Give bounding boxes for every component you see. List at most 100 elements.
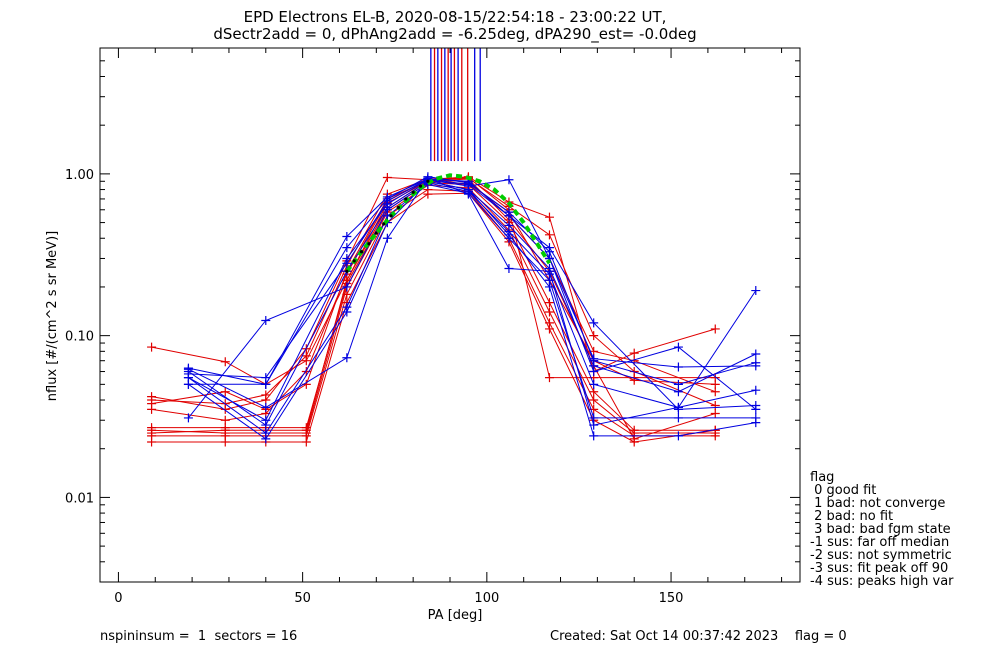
data-point-blue [751, 349, 761, 359]
data-point-red [710, 324, 720, 334]
data-point-red [301, 437, 311, 447]
data-point-red [589, 395, 599, 405]
data-point-blue [589, 318, 599, 328]
data-point-blue [261, 402, 271, 412]
data-point-red [220, 425, 230, 435]
data-point-red [220, 437, 230, 447]
data-point-red [382, 172, 392, 182]
series-line-red [151, 176, 716, 410]
x-tick-label: 150 [659, 591, 684, 606]
data-point-blue [382, 196, 392, 206]
data-point-blue [342, 353, 352, 363]
data-point-red [301, 351, 311, 361]
data-point-red [220, 387, 230, 397]
y-tick-label: 0.01 [65, 491, 94, 506]
data-point-blue [673, 402, 683, 412]
series-line-red [151, 189, 716, 437]
data-point-red [544, 212, 554, 222]
data-point-blue [589, 420, 599, 430]
data-point-blue [463, 189, 473, 199]
data-point-red [301, 425, 311, 435]
data-point-blue [544, 266, 554, 276]
data-point-blue [261, 373, 271, 383]
data-point-blue [504, 230, 514, 240]
y-tick-label: 0.10 [65, 330, 94, 345]
legend-entry: 1 bad: not converge [810, 496, 945, 511]
dot-curve-point [404, 197, 408, 201]
data-point-red [589, 331, 599, 341]
data-point-blue [342, 258, 352, 268]
data-point-blue [261, 420, 271, 430]
dot-curve-point [426, 179, 430, 183]
legend-entry: -1 sus: far off median [810, 535, 949, 550]
data-point-red [220, 357, 230, 367]
data-point-blue [261, 434, 271, 444]
data-point-red [147, 404, 157, 414]
x-tick-label: 0 [114, 591, 122, 606]
legend-entry: -4 sus: peaks high var [810, 574, 954, 589]
data-point-red [544, 324, 554, 334]
series-line-blue [188, 180, 757, 426]
data-point-blue [673, 431, 683, 441]
data-point-blue [342, 307, 352, 317]
dot-curve-point [345, 269, 349, 273]
data-point-blue [589, 354, 599, 364]
data-point-blue [673, 387, 683, 397]
series-line-blue [188, 176, 756, 385]
data-point-red [544, 307, 554, 317]
dot-curve-point [396, 205, 401, 210]
footer-left: nspininsum = 1 sectors = 16 [100, 629, 297, 644]
data-point-red [544, 298, 554, 308]
data-point-blue [342, 243, 352, 253]
series-line-blue [188, 183, 756, 434]
data-point-blue [673, 342, 683, 352]
data-point-red [220, 415, 230, 425]
series-line-blue [188, 178, 756, 379]
series-line-red [151, 180, 716, 385]
data-point-blue [673, 413, 683, 423]
data-point-red [147, 342, 157, 352]
data-point-blue [751, 286, 761, 296]
x-tick-label: 100 [474, 591, 499, 606]
data-point-blue [673, 362, 683, 372]
dot-curve-point [374, 231, 378, 235]
legend: flag 0 good fit 1 bad: not converge 2 ba… [810, 470, 954, 589]
data-point-blue [183, 369, 193, 379]
data-point-blue [183, 413, 193, 423]
data-point-blue [589, 379, 599, 389]
legend-entry: 0 good fit [810, 483, 876, 498]
data-point-red [710, 400, 720, 410]
axes-layer: 0 50 100 150 0.01 0.10 1.00 [65, 47, 801, 606]
dot-curve-point [418, 184, 423, 188]
series-line-blue [188, 180, 756, 440]
data-point-blue [751, 361, 761, 371]
data-point-blue [589, 431, 599, 441]
data-point-red [710, 409, 720, 419]
series-line-red [151, 178, 716, 440]
dot-curve-point [352, 259, 356, 263]
data-point-blue [544, 282, 554, 292]
data-point-blue [751, 404, 761, 414]
data-point-red [710, 373, 720, 383]
dot-curve-point [367, 242, 371, 246]
data-point-red [544, 373, 554, 383]
legend-entry: -2 sus: not symmetric [810, 548, 952, 563]
data-point-blue [504, 264, 514, 274]
dot-curve-point [411, 190, 415, 194]
data-point-red [544, 230, 554, 240]
legend-entry: 2 bad: no fit [810, 509, 893, 524]
y-axis-label: nflux [#/(cm^2 s sr MeV)] [45, 231, 60, 401]
data-point-blue [504, 211, 514, 221]
dot-curve-point [359, 250, 364, 254]
x-tick-label: 50 [294, 591, 311, 606]
data-point-blue [504, 175, 514, 185]
data-point-blue [382, 233, 392, 243]
data-point-red [710, 387, 720, 397]
chart-title-line1: EPD Electrons EL-B, 2020-08-15/22:54:18 … [244, 8, 667, 26]
series-line-blue [188, 179, 757, 421]
series-line-red [151, 176, 716, 405]
data-point-blue [751, 418, 761, 428]
data-point-blue [342, 232, 352, 242]
footer-right: Created: Sat Oct 14 00:37:42 2023 flag =… [550, 629, 847, 644]
